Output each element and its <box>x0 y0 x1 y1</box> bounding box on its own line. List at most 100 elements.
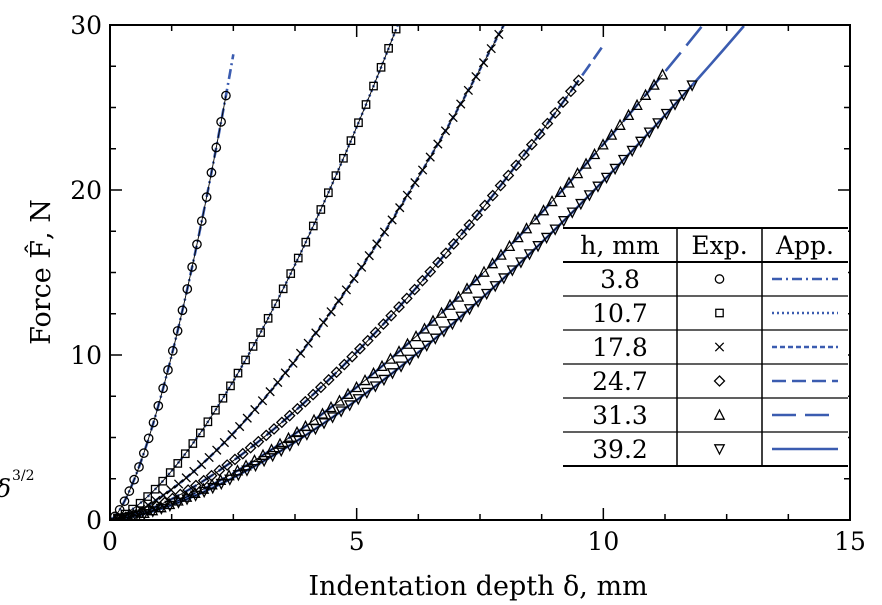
marker-circle <box>187 262 197 272</box>
marker-diamond <box>299 395 312 408</box>
marker-triangle-down <box>438 326 450 338</box>
marker-diamond <box>564 85 577 98</box>
experiment-trace-h-3.8 <box>110 95 227 520</box>
legend-header: App. <box>775 231 834 260</box>
marker-square <box>384 43 393 53</box>
marker-x <box>204 452 214 463</box>
marker-x <box>189 466 199 477</box>
marker-triangle-up <box>639 88 652 100</box>
legend-header: h, mm <box>580 231 660 260</box>
marker-square <box>150 484 160 494</box>
marker-triangle-down <box>523 249 536 261</box>
marker-x <box>234 421 245 432</box>
marker-triangle-down <box>318 418 330 430</box>
y-tick-label: 0 <box>86 506 102 535</box>
marker-triangle-down <box>669 99 681 111</box>
marker-triangle-down <box>232 470 245 482</box>
marker-x <box>349 273 359 284</box>
marker-diamond <box>291 402 304 415</box>
marker-square <box>278 284 288 294</box>
marker-circle <box>177 305 188 316</box>
marker-square <box>233 368 243 378</box>
marker-triangle-up <box>469 273 482 286</box>
marker-triangle-down <box>129 511 142 520</box>
marker-diamond <box>518 149 530 161</box>
marker-triangle-down <box>121 512 133 520</box>
marker-triangle-up <box>631 98 643 111</box>
marker-triangle-down <box>566 207 579 219</box>
marker-square <box>715 308 724 318</box>
x-tick-label: 5 <box>349 527 365 556</box>
marker-triangle-down <box>635 136 647 148</box>
marker-triangle-down <box>275 445 287 458</box>
marker-diamond <box>307 388 320 401</box>
marker-circle <box>192 239 202 250</box>
marker-square <box>354 118 363 128</box>
marker-x <box>372 239 382 249</box>
marker-triangle-up <box>588 147 601 160</box>
marker-triangle-up <box>350 380 363 393</box>
marker-x <box>425 152 435 162</box>
marker-triangle-up <box>656 68 669 80</box>
marker-triangle-up <box>614 118 626 130</box>
marker-x <box>440 126 451 136</box>
marker-triangle-down <box>395 361 407 373</box>
marker-x <box>356 262 367 272</box>
experiment-trace-h-17.8 <box>110 25 505 520</box>
cut-off-ylabel-sup: 3/2 <box>12 468 35 484</box>
marker-x <box>212 445 222 455</box>
experiment-trace-h-24.7 <box>110 80 580 520</box>
marker-triangle-up <box>563 176 575 188</box>
marker-diamond <box>260 429 273 442</box>
marker-diamond <box>432 256 444 269</box>
marker-diamond <box>463 218 476 231</box>
marker-triangle-down <box>660 108 673 121</box>
marker-diamond <box>572 74 585 87</box>
marker-diamond <box>510 159 523 172</box>
legend-h-value: 3.8 <box>600 265 640 294</box>
marker-x <box>181 473 191 483</box>
marker-circle <box>143 433 154 444</box>
marker-triangle-up <box>546 194 558 207</box>
marker-circle <box>201 192 212 202</box>
marker-square <box>324 188 333 198</box>
marker-diamond <box>354 342 366 355</box>
marker-triangle-up <box>367 366 380 379</box>
marker-triangle-down <box>301 429 313 441</box>
marker-triangle-up <box>648 78 660 90</box>
marker-triangle-up <box>427 314 439 326</box>
marker-triangle-up <box>342 387 354 399</box>
marker-triangle-up <box>435 306 448 318</box>
marker-triangle-up <box>713 408 726 420</box>
marker-diamond <box>533 128 546 141</box>
legend-h-value: 10.7 <box>592 299 648 328</box>
marker-triangle-down <box>532 241 544 253</box>
marker-triangle-up <box>580 157 592 169</box>
marker-diamond <box>346 350 359 363</box>
marker-diamond <box>455 228 468 241</box>
marker-square <box>346 136 356 145</box>
marker-triangle-down <box>677 89 690 102</box>
marker-circle <box>124 486 135 496</box>
marker-triangle-down <box>506 265 519 277</box>
marker-square <box>361 100 371 109</box>
marker-triangle-up <box>240 459 252 471</box>
marker-triangle-up <box>452 290 465 302</box>
marker-x <box>463 85 473 96</box>
marker-triangle-down <box>515 257 527 269</box>
marker-triangle-up <box>197 482 210 494</box>
marker-triangle-up <box>282 431 295 444</box>
marker-triangle-up <box>325 400 337 413</box>
marker-x <box>257 396 268 406</box>
marker-x <box>417 165 428 175</box>
marker-triangle-up <box>418 322 431 334</box>
marker-triangle-up <box>257 448 269 460</box>
marker-triangle-down <box>147 506 159 518</box>
marker-triangle-down <box>369 381 382 393</box>
marker-triangle-up <box>512 230 524 243</box>
marker-diamond <box>557 96 569 109</box>
marker-triangle-down <box>386 368 399 380</box>
marker-x <box>341 285 352 295</box>
marker-circle <box>129 474 140 485</box>
marker-triangle-down <box>455 311 467 323</box>
